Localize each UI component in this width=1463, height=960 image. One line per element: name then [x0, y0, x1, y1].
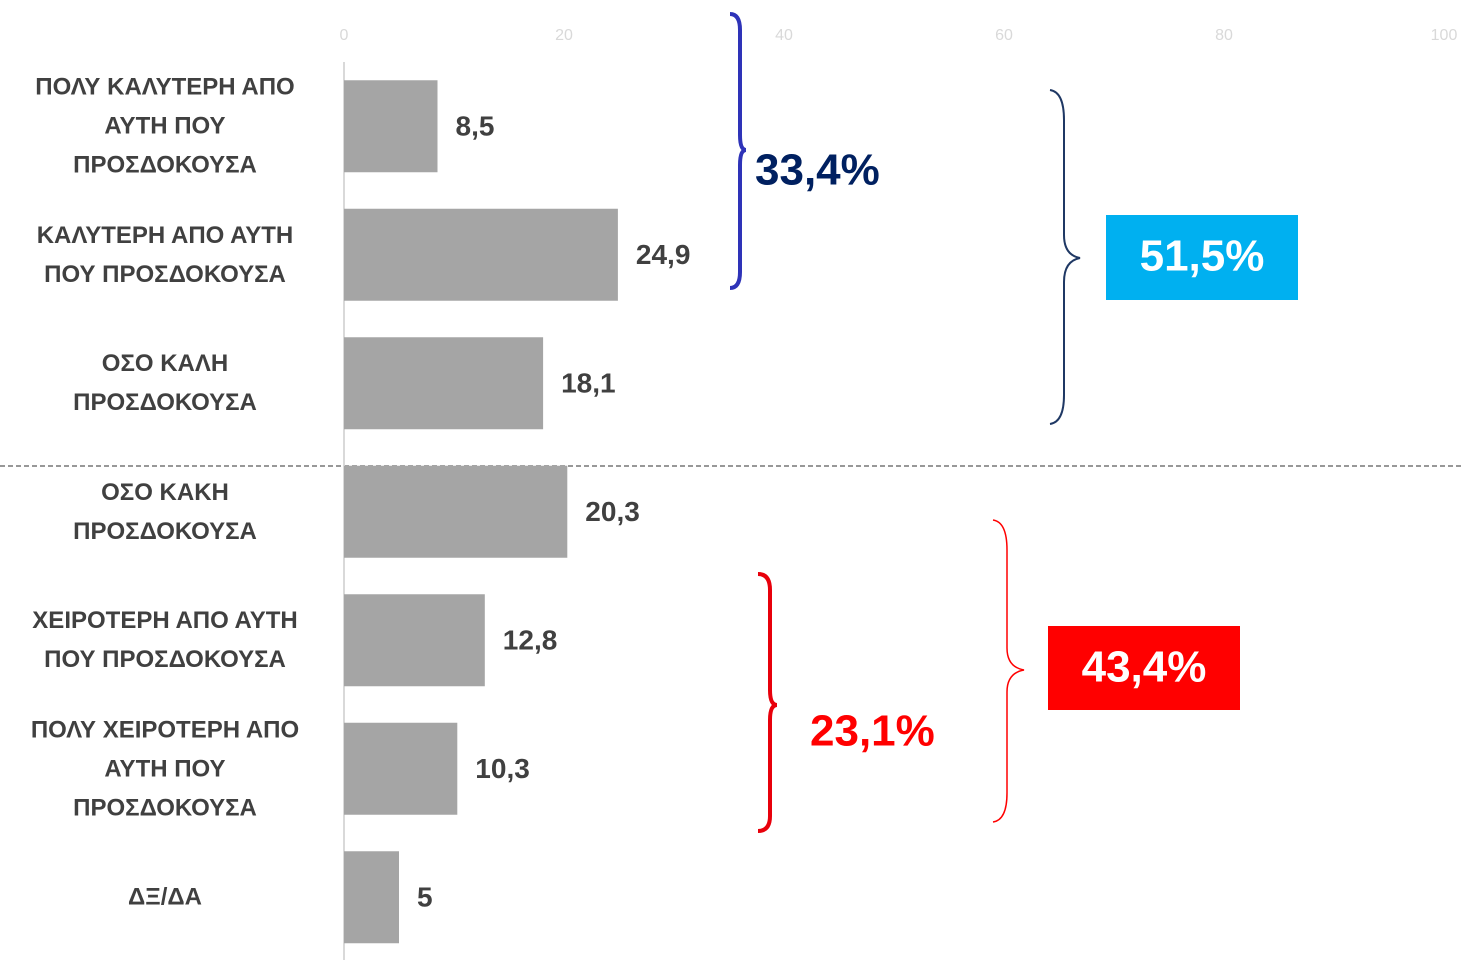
brace — [992, 519, 1025, 823]
brace — [1049, 89, 1081, 425]
y-tick-label: ΠΟΛΥ ΧΕΙΡΟΤΕΡΗ ΑΠΟ ΑΥΤΗ ΠΟΥ ΠΡΟΣΔΟΚΟΥΣΑ — [30, 716, 300, 822]
data-label: 5 — [417, 882, 433, 913]
x-tick-label: 100 — [1431, 27, 1458, 44]
annotation-box — [1106, 215, 1298, 300]
data-label: 20,3 — [585, 496, 640, 527]
bar — [344, 208, 618, 301]
data-label: 24,9 — [636, 239, 691, 270]
y-tick-label: ΠΟΛΥ ΚΑΛΥΤΕΡΗ ΑΠΟ ΑΥΤΗ ΠΟΥ ΠΡΟΣΔΟΚΟΥΣΑ — [35, 73, 295, 179]
y-tick-label: ΚΑΛΥΤΕΡΗ ΑΠΟ ΑΥΤΗ ΠΟΥ ΠΡΟΣΔΟΚΟΥΣΑ — [36, 221, 294, 288]
x-tick-label: 40 — [775, 27, 793, 44]
bar — [344, 80, 438, 173]
annotation-box — [1048, 626, 1240, 710]
x-tick-label: 20 — [555, 27, 573, 44]
x-tick-label: 80 — [1215, 27, 1233, 44]
data-label: 10,3 — [475, 753, 530, 784]
y-tick-label: ΧΕΙΡΟΤΕΡΗ ΑΠΟ ΑΥΤΗ ΠΟΥ ΠΡΟΣΔΟΚΟΥΣΑ — [32, 607, 298, 674]
data-label: 18,1 — [561, 368, 616, 399]
x-tick-label: 0 — [340, 27, 349, 44]
bar — [344, 465, 568, 558]
bar — [344, 337, 544, 430]
brace — [729, 12, 747, 290]
bar — [344, 851, 399, 944]
bar — [344, 722, 458, 815]
brace — [757, 572, 778, 833]
annotation: 23,1% — [810, 707, 935, 756]
y-tick-label: ΔΞ/ΔΑ — [128, 883, 202, 911]
y-tick-label: ΟΣΟ ΚΑΛΗ ΠΡΟΣΔΟΚΟΥΣΑ — [73, 350, 257, 417]
x-tick-label: 60 — [995, 27, 1013, 44]
annotation: 51,5% — [1140, 232, 1265, 281]
annotation: 43,4% — [1082, 643, 1207, 692]
annotation: 33,4% — [755, 146, 880, 195]
data-label: 8,5 — [456, 111, 495, 142]
data-label: 12,8 — [503, 625, 558, 656]
y-tick-label: ΟΣΟ ΚΑΚΗ ΠΡΟΣΔΟΚΟΥΣΑ — [73, 478, 257, 545]
bar — [344, 594, 485, 687]
